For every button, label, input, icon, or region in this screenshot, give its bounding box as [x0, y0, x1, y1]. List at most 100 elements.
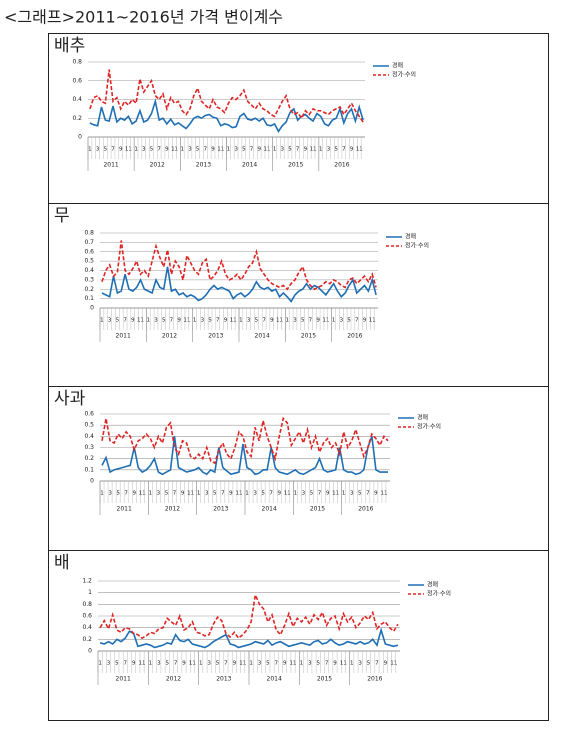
x-tick-label: 11: [263, 147, 270, 153]
panel-title: 사과: [54, 389, 86, 409]
x-tick-label: 5: [310, 491, 314, 497]
x-tick-label: 1: [147, 318, 151, 324]
x-tick-label: 3: [154, 318, 158, 324]
x-tick-label: 5: [150, 147, 154, 153]
x-tick-label: 3: [207, 661, 211, 667]
x-tick-label: 9: [177, 318, 181, 324]
x-tick-label: 7: [124, 491, 128, 497]
x-tick-label: 1: [273, 147, 277, 153]
x-tick-label: 9: [316, 318, 320, 324]
series-line: [99, 627, 399, 649]
x-tick-label: 5: [116, 491, 120, 497]
x-tick-label: 3: [201, 318, 205, 324]
x-tick-label: 5: [242, 147, 246, 153]
x-tick-label: 5: [162, 318, 166, 324]
x-tick-label: 5: [367, 661, 371, 667]
x-tick-label: 9: [119, 147, 123, 153]
x-tick-label: 1: [134, 147, 138, 153]
x-tick-label: 11: [189, 661, 196, 667]
y-tick-label: 0: [88, 648, 92, 655]
x-tick-label: 3: [350, 491, 354, 497]
group-label: 2012: [166, 676, 181, 683]
group-label: 2011: [116, 676, 131, 683]
x-tick-label: 7: [325, 661, 329, 667]
y-tick-label: 0: [90, 305, 94, 312]
x-tick-label: 9: [211, 147, 215, 153]
x-tick-label: 11: [322, 318, 329, 324]
x-tick-label: 9: [131, 318, 135, 324]
x-tick-label: 1: [342, 491, 346, 497]
x-tick-label: 1: [100, 491, 104, 497]
x-tick-label: 5: [266, 661, 270, 667]
x-tick-label: 9: [181, 491, 185, 497]
y-tick-label: 1: [88, 589, 92, 596]
x-tick-label: 9: [132, 491, 136, 497]
x-tick-label: 5: [213, 491, 217, 497]
x-tick-label: 3: [358, 661, 362, 667]
x-tick-label: 7: [123, 318, 127, 324]
group-label: 2011: [116, 333, 131, 340]
x-tick-label: 1: [181, 147, 185, 153]
panel-title: 배추: [54, 36, 85, 56]
x-tick-label: 5: [116, 318, 120, 324]
x-tick-label: 7: [204, 147, 208, 153]
x-tick-label: 3: [234, 147, 238, 153]
x-tick-label: 9: [132, 661, 136, 667]
x-tick-label: 9: [270, 318, 274, 324]
x-tick-label: 5: [165, 491, 169, 497]
x-tick-label: 3: [157, 661, 161, 667]
x-tick-label: 7: [170, 318, 174, 324]
legend-label: 정가·수의: [417, 423, 441, 431]
x-tick-label: 1: [249, 661, 253, 667]
panel-frame: [48, 550, 549, 721]
y-tick-label: 0.5: [84, 258, 94, 265]
x-tick-label: 11: [171, 147, 178, 153]
x-tick-label: 11: [390, 661, 397, 667]
x-tick-label: 5: [301, 318, 305, 324]
x-tick-label: 1: [239, 318, 243, 324]
x-tick-label: 11: [340, 661, 347, 667]
group-label: 2013: [208, 333, 223, 340]
group-label: 2016: [367, 676, 382, 683]
group-label: 2016: [358, 506, 373, 513]
group-label: 2016: [334, 162, 349, 169]
x-tick-label: 1: [197, 491, 201, 497]
legend-label: 정가·수의: [427, 590, 451, 598]
x-tick-label: 7: [318, 491, 322, 497]
y-tick-label: 0.6: [72, 77, 82, 84]
y-tick-label: 0.2: [72, 115, 82, 122]
x-tick-label: 9: [229, 491, 233, 497]
y-tick-label: 0.1: [84, 295, 94, 302]
x-tick-label: 1: [149, 661, 153, 667]
x-tick-label: 7: [342, 147, 346, 153]
x-tick-label: 9: [304, 147, 308, 153]
group-label: 2014: [255, 333, 270, 340]
series-line: [89, 98, 364, 133]
x-tick-label: 3: [157, 491, 161, 497]
x-tick-label: 3: [327, 147, 331, 153]
x-tick-label: 1: [193, 318, 197, 324]
x-tick-label: 5: [208, 318, 212, 324]
group-label: 2016: [347, 333, 362, 340]
x-tick-label: 5: [115, 661, 119, 667]
x-tick-label: 3: [108, 318, 112, 324]
panel-title: 무: [54, 206, 70, 226]
x-tick-label: 9: [277, 491, 281, 497]
x-tick-label: 3: [107, 661, 111, 667]
x-tick-label: 1: [88, 147, 92, 153]
x-tick-label: 9: [182, 661, 186, 667]
x-tick-label: 11: [290, 661, 297, 667]
x-tick-label: 11: [284, 491, 291, 497]
x-tick-label: 5: [358, 491, 362, 497]
x-tick-label: 3: [302, 491, 306, 497]
x-tick-label: 1: [300, 661, 304, 667]
x-tick-label: 11: [310, 147, 317, 153]
x-tick-label: 9: [363, 318, 367, 324]
x-tick-label: 9: [350, 147, 354, 153]
x-tick-label: 1: [227, 147, 231, 153]
x-tick-label: 3: [293, 318, 297, 324]
legend-label: 경매: [405, 233, 416, 241]
x-tick-label: 5: [316, 661, 320, 667]
x-tick-label: 9: [326, 491, 330, 497]
x-tick-label: 11: [125, 147, 132, 153]
